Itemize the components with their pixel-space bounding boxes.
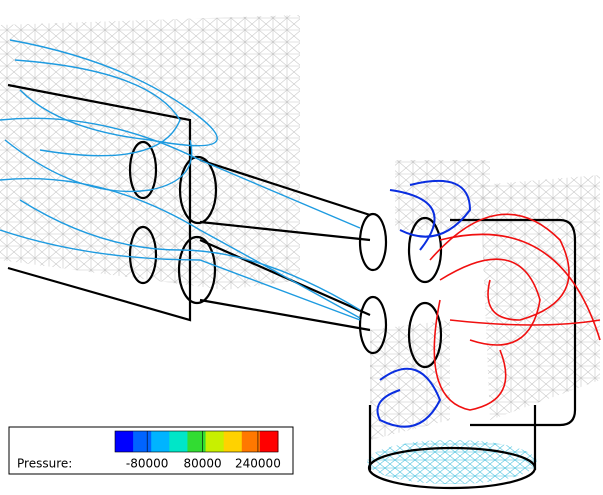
colorbar-tick-label: 240000 (235, 457, 281, 471)
colorbar-segment (169, 431, 188, 452)
colorbar-segment (187, 431, 206, 452)
colorbar-segment (206, 431, 225, 452)
scene (0, 15, 600, 488)
colorbar-segment (260, 431, 279, 452)
legend: Pressure: -80000 80000 240000 (9, 427, 293, 474)
page: Pressure: -8000080000240000 (() => { con… (0, 0, 603, 495)
colorbar-tick-label: 80000 (183, 457, 221, 471)
colorbar-segment (224, 431, 243, 452)
legend-label: Pressure: (17, 457, 72, 471)
colorbar-tick-label: -80000 (126, 457, 169, 471)
colorbar-segment (242, 431, 261, 452)
colorbar-segment (115, 431, 134, 452)
visualization: Pressure: -80000 80000 240000 (0, 0, 603, 495)
mesh-floor (367, 440, 537, 484)
colorbar-segment (151, 431, 170, 452)
colorbar-segment (133, 431, 152, 452)
